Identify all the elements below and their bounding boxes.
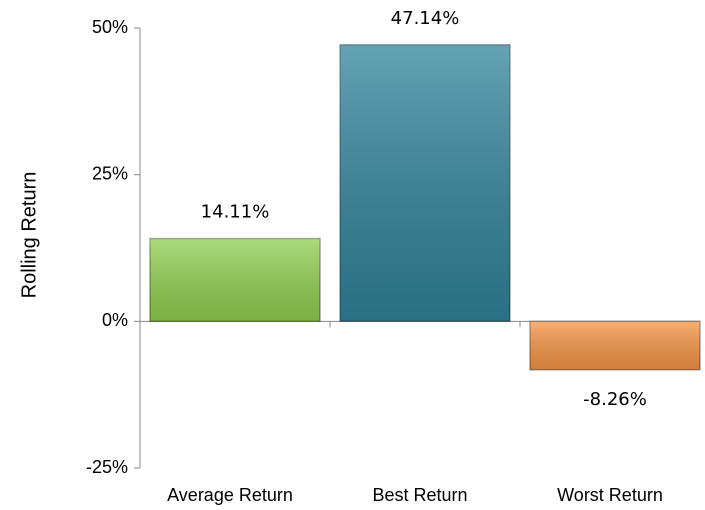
y-tick-label: 50% — [92, 17, 128, 37]
x-tick-label: Worst Return — [557, 485, 663, 505]
y-tick-label: 0% — [102, 310, 128, 330]
data-label: 47.14% — [391, 8, 460, 29]
x-tick-label: Best Return — [372, 485, 467, 505]
y-axis-label: Rolling Return — [18, 172, 40, 299]
data-label: 14.11% — [201, 202, 270, 223]
y-tick-label: 25% — [92, 163, 128, 183]
data-label: -8.26% — [583, 389, 647, 410]
bar-shade — [340, 44, 510, 322]
bar-shade — [150, 238, 320, 322]
y-tick-label: -25% — [86, 457, 128, 477]
bar-shade — [530, 321, 700, 370]
x-tick-label: Average Return — [167, 485, 293, 505]
